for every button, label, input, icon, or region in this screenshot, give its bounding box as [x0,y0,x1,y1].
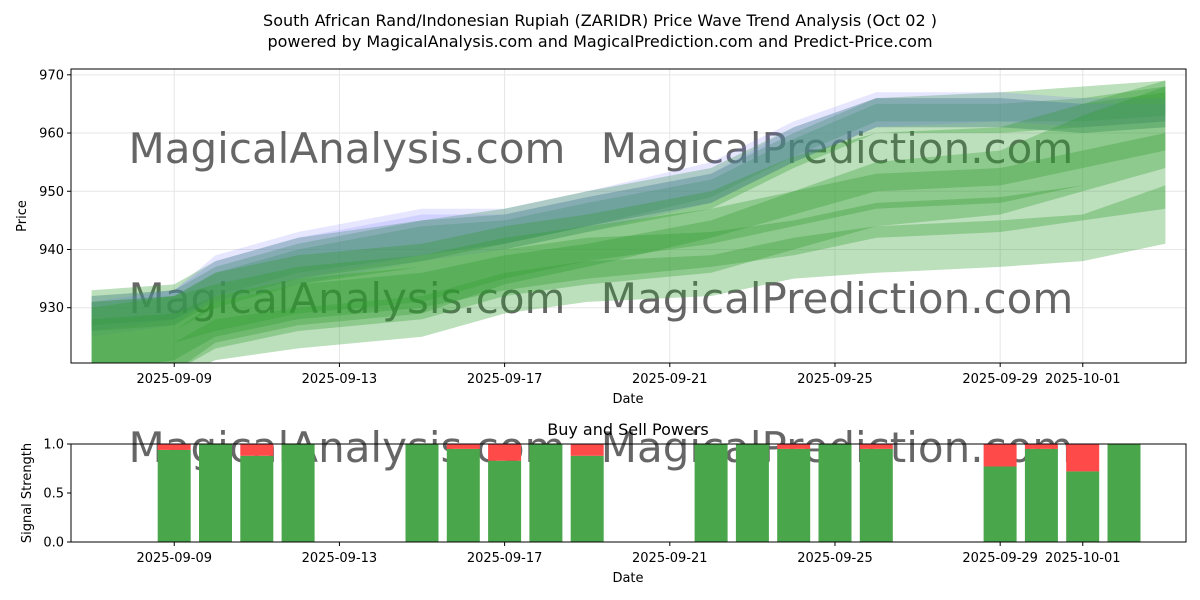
price-y-axis: 930 940 950 960 970 [39,68,71,316]
buy-bar [818,444,852,542]
historic-wave-green-2 [91,86,1166,337]
x-tick-label: 2025-09-25 [797,551,873,566]
buy-bar [1107,444,1141,542]
sell-bar [1066,444,1100,472]
power-chart-title: Buy and Sell Powers [547,420,709,439]
x-tick-label: 2025-09-09 [136,372,212,387]
watermark-text: MagicalPrediction.com [601,274,1074,323]
forecast-band-4 [91,80,1166,363]
buy-bar [405,444,439,542]
buy-bar [157,449,191,542]
buy-bar [777,448,811,542]
y-tick-label: 940 [39,243,64,258]
x-tick-label: 2025-09-17 [467,551,543,566]
buy-bar [859,448,893,542]
historic-wave-green-3 [91,80,1166,326]
price-x-axis: 2025-09-09 2025-09-13 2025-09-17 2025-09-21… [136,363,1121,387]
price-y-label: Price [15,200,30,232]
x-tick-label: 2025-09-13 [302,551,378,566]
power-y-label: Signal Strength [20,443,35,543]
power-bars [157,444,1141,542]
buy-bar [240,455,274,542]
power-x-label: Date [612,571,643,586]
buy-bar [694,444,728,542]
y-tick-label: 0.5 [43,487,64,502]
price-bands [91,80,1166,363]
price-x-label: Date [612,392,643,407]
y-tick-label: 0.0 [43,536,64,551]
x-tick-label: 2025-09-21 [632,372,708,387]
price-watermarks: MagicalAnalysis.com MagicalPrediction.co… [129,124,1074,323]
buy-bar [446,448,480,542]
x-tick-label: 2025-10-01 [1045,551,1121,566]
y-tick-label: 930 [39,301,64,316]
x-tick-label: 2025-09-17 [467,372,543,387]
y-tick-label: 970 [39,68,64,83]
historic-wave-green-1 [91,92,1166,331]
x-tick-label: 2025-10-01 [1045,372,1121,387]
buy-bar [281,444,315,542]
forecast-band-5 [91,133,1166,355]
forecast-band-3 [91,86,1166,363]
historic-wave-blue-1 [91,92,1166,337]
historic-wave-blue-2 [91,98,1166,331]
power-x-axis: 2025-09-09 2025-09-13 2025-09-17 2025-09-21… [136,542,1121,566]
watermark-text: MagicalPrediction.com [601,124,1074,173]
sell-bar [859,444,893,449]
x-tick-label: 2025-09-29 [962,551,1038,566]
buy-bar [735,444,769,542]
x-tick-label: 2025-09-21 [632,551,708,566]
forecast-band-2 [91,185,1166,363]
x-tick-label: 2025-09-29 [962,372,1038,387]
sell-bar [983,444,1017,467]
buy-bar [199,444,232,542]
buy-bar [488,460,522,542]
sell-bar [488,444,522,461]
chart-title: South African Rand/Indonesian Rupiah (ZA… [263,11,937,30]
buy-bar [1066,471,1100,542]
price-grid [71,69,1186,363]
buy-bar [570,455,604,542]
y-tick-label: 1.0 [43,438,64,453]
buy-bar [983,466,1017,542]
x-tick-label: 2025-09-09 [136,551,212,566]
buy-bar [1024,448,1058,542]
forecast-band-1 [91,173,1166,363]
chart-subtitle: powered by MagicalAnalysis.com and Magic… [267,32,932,51]
sell-bar [570,444,604,456]
buy-bar [529,444,563,542]
sell-bar [1024,444,1058,449]
price-plot-border [70,68,1187,364]
sell-bar [446,444,480,449]
sell-bar [777,444,811,449]
watermark-text: MagicalAnalysis.com [129,274,566,323]
x-tick-label: 2025-09-25 [797,372,873,387]
power-y-axis: 0.0 0.5 1.0 [43,438,71,551]
x-tick-label: 2025-09-13 [302,372,378,387]
sell-bar [157,444,191,450]
watermark-text: MagicalAnalysis.com [129,124,566,173]
y-tick-label: 950 [39,185,64,200]
sell-bar [240,444,274,456]
y-tick-label: 960 [39,127,64,142]
